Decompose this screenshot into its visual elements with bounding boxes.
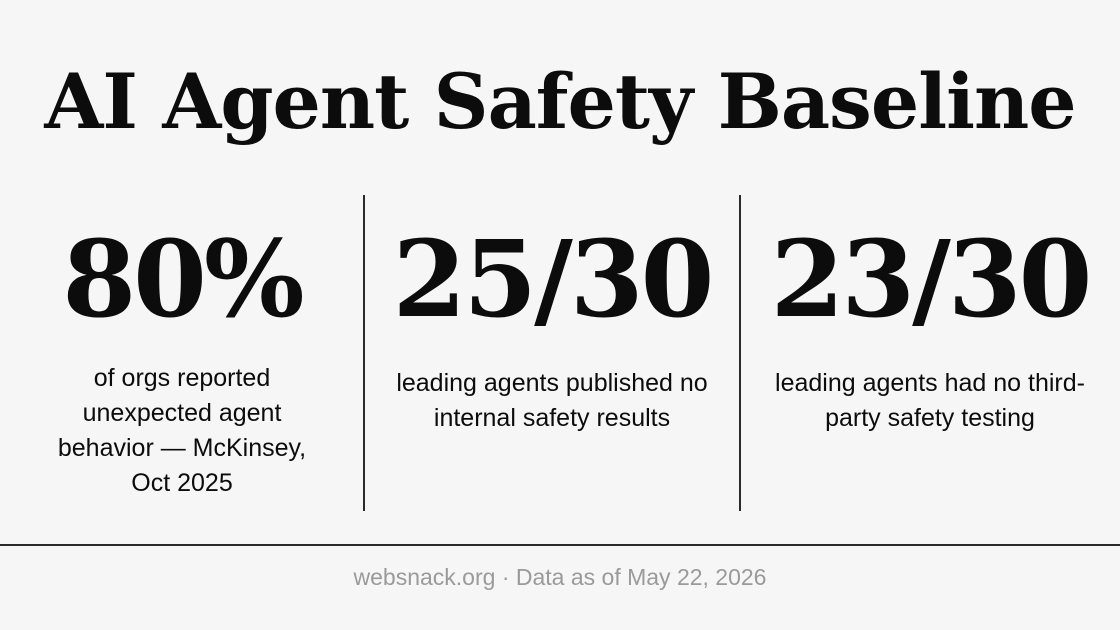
stat-card-internal-safety: 25/30 leading agents published no intern… [364,195,740,511]
stat-description: leading agents published no internal saf… [396,369,708,432]
stats-row: 80% of orgs reported unexpected agent be… [0,195,1120,511]
footer-site: websnack.org [353,564,496,590]
footer-data-note: Data as of May 22, 2026 [515,564,767,590]
footer: websnack.org · Data as of May 22, 2026 [0,560,1120,594]
stat-card-orgs-reported: 80% of orgs reported unexpected agent be… [0,195,364,511]
page-title: AI Agent Safety Baseline [44,57,1076,146]
column-divider [739,195,741,511]
stat-description: leading agents had no third-party safety… [775,369,1085,432]
stat-value: 80% [62,216,304,341]
stat-description: of orgs reported unexpected agent behavi… [57,364,307,497]
stat-value: 23/30 [770,216,1093,341]
footer-separator: · [501,564,510,590]
column-divider [363,195,365,511]
footer-divider [0,544,1120,546]
stat-card-third-party-testing: 23/30 leading agents had no third-party … [740,195,1120,511]
stat-value: 25/30 [392,216,715,341]
